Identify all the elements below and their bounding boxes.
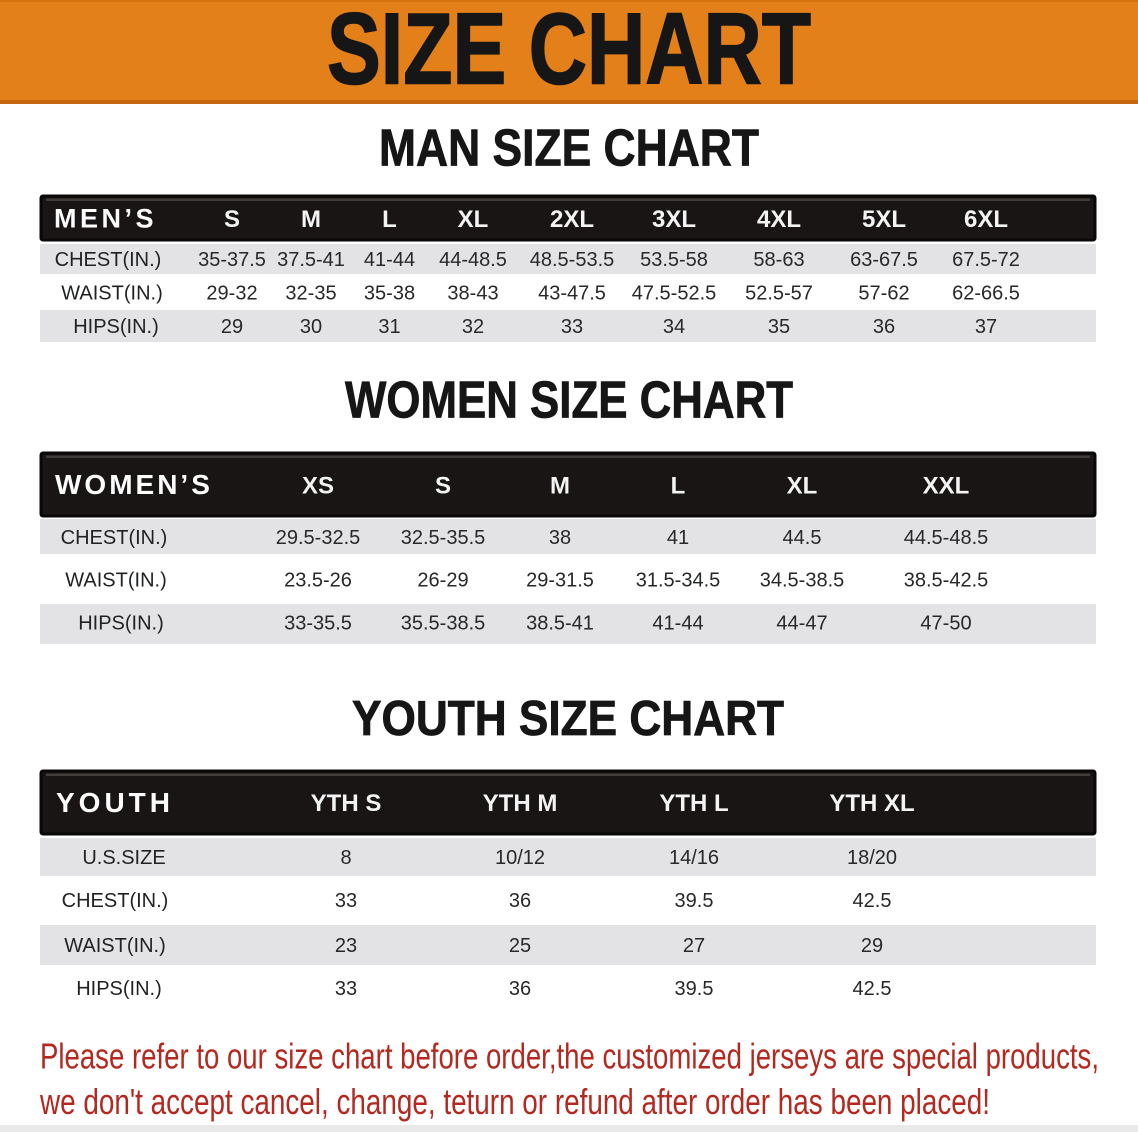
svg-text:35-37.5: 35-37.5 [198,249,266,271]
svg-text:23: 23 [335,935,357,957]
svg-text:29: 29 [861,935,883,957]
svg-text:39.5: 39.5 [675,978,714,1000]
svg-text:WOMEN SIZE CHART: WOMEN SIZE CHART [345,372,793,430]
svg-text:47.5-52.5: 47.5-52.5 [632,282,717,304]
svg-text:26-29: 26-29 [417,569,468,591]
svg-text:43-47.5: 43-47.5 [538,282,606,304]
svg-text:33: 33 [335,978,357,1000]
svg-text:Please refer to our size chart: Please refer to our size chart before or… [40,1036,1099,1077]
svg-text:47-50: 47-50 [920,612,971,634]
svg-text:CHEST(IN.): CHEST(IN.) [55,249,162,271]
svg-text:34.5-38.5: 34.5-38.5 [760,569,845,591]
svg-text:32.5-35.5: 32.5-35.5 [401,527,486,549]
svg-text:29-32: 29-32 [206,282,257,304]
svg-text:YTH L: YTH L [659,790,728,817]
svg-text:HIPS(IN.): HIPS(IN.) [73,316,159,338]
svg-text:32: 32 [462,316,484,338]
svg-text:M: M [550,472,570,499]
svg-text:10/12: 10/12 [495,847,545,869]
svg-text:58-63: 58-63 [753,249,804,271]
svg-text:29-31.5: 29-31.5 [526,569,594,591]
svg-text:5XL: 5XL [862,206,906,233]
svg-text:34: 34 [663,316,685,338]
svg-text:YTH XL: YTH XL [829,790,914,817]
svg-text:8: 8 [340,847,351,869]
svg-text:44-47: 44-47 [776,612,827,634]
svg-text:42.5: 42.5 [853,978,892,1000]
svg-text:XL: XL [458,206,489,233]
svg-text:32-35: 32-35 [285,282,336,304]
svg-text:MAN SIZE CHART: MAN SIZE CHART [379,120,759,178]
svg-text:4XL: 4XL [757,206,801,233]
svg-text:53.5-58: 53.5-58 [640,249,708,271]
svg-text:25: 25 [509,935,531,957]
svg-text:30: 30 [300,316,322,338]
svg-text:44-48.5: 44-48.5 [439,249,507,271]
svg-text:44.5-48.5: 44.5-48.5 [904,527,989,549]
svg-text:36: 36 [509,978,531,1000]
svg-text:42.5: 42.5 [853,890,892,912]
svg-text:2XL: 2XL [550,206,594,233]
svg-text:HIPS(IN.): HIPS(IN.) [76,978,162,1000]
svg-text:YTH M: YTH M [483,790,558,817]
svg-text:S: S [435,472,451,499]
svg-text:41-44: 41-44 [364,249,415,271]
svg-text:XXL: XXL [923,472,970,499]
svg-text:MEN’S: MEN’S [54,203,157,233]
svg-text:41-44: 41-44 [652,612,703,634]
svg-text:CHEST(IN.): CHEST(IN.) [62,890,169,912]
svg-text:WAIST(IN.): WAIST(IN.) [61,282,162,304]
svg-text:YOUTH: YOUTH [56,787,174,818]
svg-text:35.5-38.5: 35.5-38.5 [401,612,486,634]
svg-text:38: 38 [549,527,571,549]
svg-text:M: M [301,206,321,233]
svg-text:38-43: 38-43 [447,282,498,304]
svg-text:31.5-34.5: 31.5-34.5 [636,569,721,591]
svg-text:WAIST(IN.): WAIST(IN.) [64,935,165,957]
svg-text:CHEST(IN.): CHEST(IN.) [61,527,168,549]
svg-text:36: 36 [509,890,531,912]
svg-text:YOUTH SIZE CHART: YOUTH SIZE CHART [352,692,784,746]
svg-text:67.5-72: 67.5-72 [952,249,1020,271]
svg-text:YTH S: YTH S [311,790,382,817]
svg-text:33: 33 [335,890,357,912]
svg-text:35-38: 35-38 [364,282,415,304]
svg-text:WAIST(IN.): WAIST(IN.) [65,569,166,591]
svg-text:38.5-41: 38.5-41 [526,612,594,634]
svg-text:29: 29 [221,316,243,338]
svg-text:36: 36 [873,316,895,338]
svg-text:39.5: 39.5 [675,890,714,912]
svg-text:52.5-57: 52.5-57 [745,282,813,304]
svg-text:14/16: 14/16 [669,847,719,869]
svg-text:35: 35 [768,316,790,338]
svg-text:57-62: 57-62 [858,282,909,304]
svg-text:18/20: 18/20 [847,847,897,869]
svg-text:XL: XL [787,472,818,499]
svg-text:27: 27 [683,935,705,957]
svg-text:XS: XS [302,472,334,499]
svg-text:L: L [671,472,686,499]
svg-text:37.5-41: 37.5-41 [277,249,345,271]
svg-text:48.5-53.5: 48.5-53.5 [530,249,615,271]
svg-text:HIPS(IN.): HIPS(IN.) [78,612,164,634]
svg-text:63-67.5: 63-67.5 [850,249,918,271]
svg-text:L: L [382,206,397,233]
svg-text:37: 37 [975,316,997,338]
svg-text:SIZE CHART: SIZE CHART [327,0,811,106]
svg-text:33: 33 [561,316,583,338]
svg-text:U.S.SIZE: U.S.SIZE [82,847,165,869]
svg-text:WOMEN’S: WOMEN’S [55,469,213,500]
svg-text:29.5-32.5: 29.5-32.5 [276,527,361,549]
svg-text:33-35.5: 33-35.5 [284,612,352,634]
svg-text:S: S [224,206,240,233]
svg-text:41: 41 [667,527,689,549]
svg-text:we don't accept cancel, change: we don't accept cancel, change, teturn o… [39,1081,990,1122]
svg-text:31: 31 [378,316,400,338]
svg-text:3XL: 3XL [652,206,696,233]
svg-text:44.5: 44.5 [783,527,822,549]
svg-text:23.5-26: 23.5-26 [284,569,352,591]
svg-text:38.5-42.5: 38.5-42.5 [904,569,989,591]
svg-text:6XL: 6XL [964,206,1008,233]
svg-text:62-66.5: 62-66.5 [952,282,1020,304]
